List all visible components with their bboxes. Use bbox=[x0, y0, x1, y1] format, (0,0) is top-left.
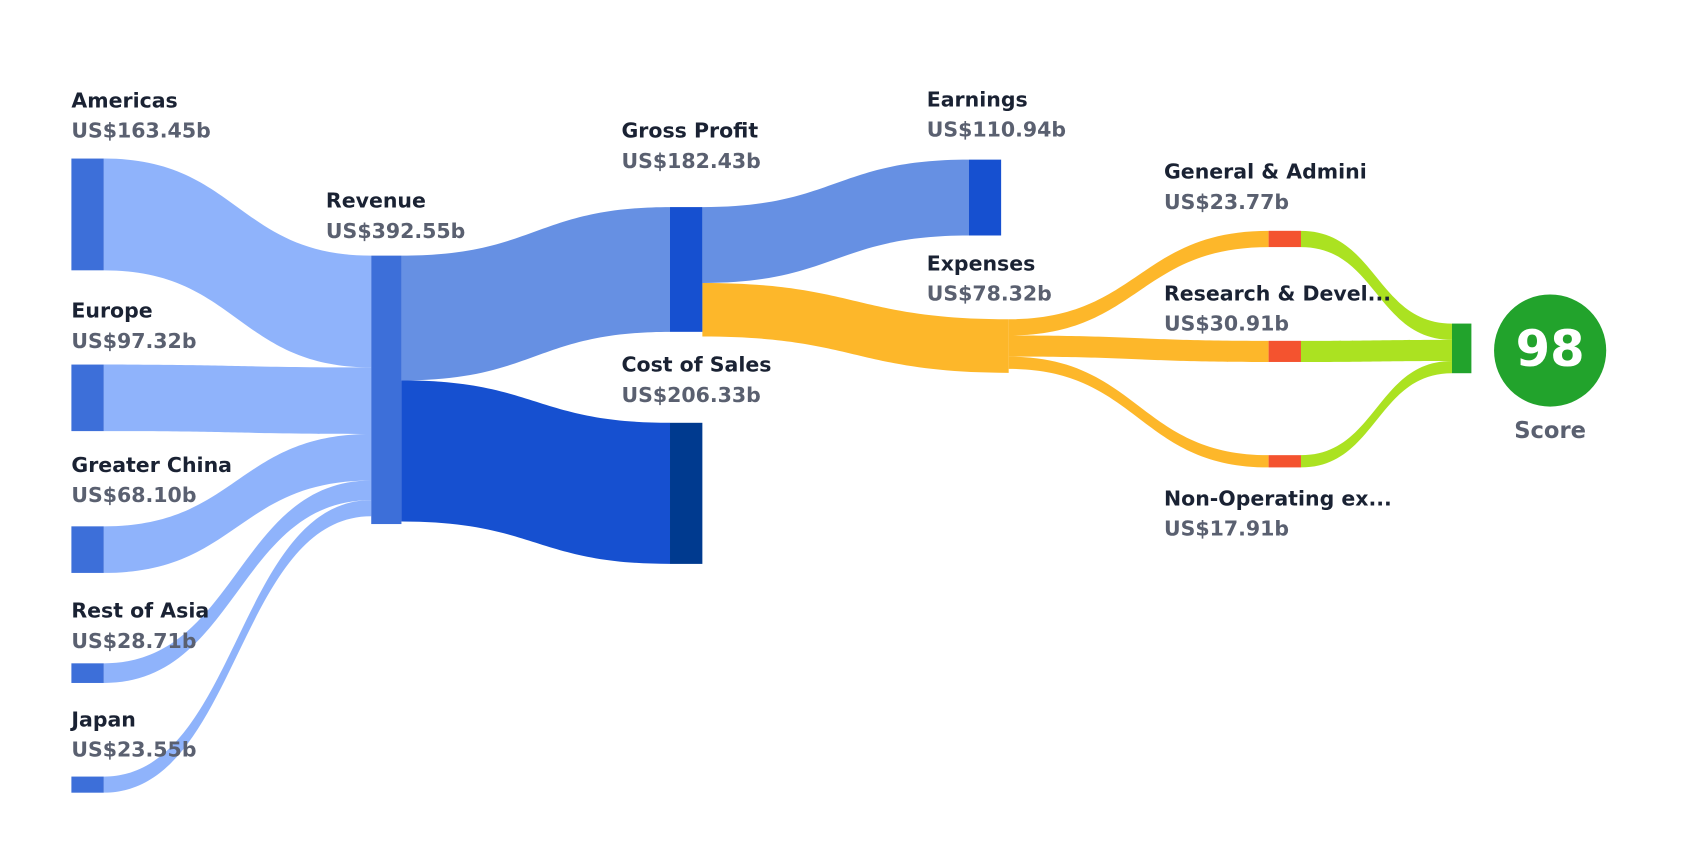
node-name: Americas bbox=[71, 88, 177, 112]
link bbox=[103, 480, 372, 683]
node-value: US$110.94b bbox=[927, 118, 1066, 142]
node-bar bbox=[1268, 340, 1301, 362]
link bbox=[103, 500, 372, 793]
node-name: Europe bbox=[71, 299, 152, 323]
node-bar bbox=[1268, 230, 1301, 248]
link bbox=[702, 282, 1009, 373]
link bbox=[103, 364, 372, 434]
node-value: US$28.71b bbox=[71, 629, 196, 653]
node-value: US$206.33b bbox=[621, 383, 760, 407]
link bbox=[1008, 356, 1269, 468]
link bbox=[401, 207, 671, 381]
node-value: US$23.55b bbox=[71, 738, 196, 762]
node-name: General & Admini bbox=[1164, 160, 1367, 184]
node-value: US$97.32b bbox=[71, 329, 196, 353]
node-name: Earnings bbox=[927, 87, 1028, 111]
node-name: Greater China bbox=[71, 453, 232, 477]
node-value: US$78.32b bbox=[927, 281, 1052, 305]
link bbox=[103, 158, 372, 368]
link bbox=[702, 159, 969, 283]
link bbox=[1300, 360, 1452, 468]
link bbox=[401, 380, 671, 564]
node-bar bbox=[670, 207, 703, 332]
node-bar bbox=[1268, 455, 1301, 468]
score-bar bbox=[1451, 323, 1472, 374]
node-bar bbox=[371, 255, 402, 525]
node-bar bbox=[968, 159, 1002, 236]
node-name: Gross Profit bbox=[621, 119, 758, 143]
node-value: US$68.10b bbox=[71, 483, 196, 507]
link bbox=[103, 433, 372, 573]
node-bar bbox=[71, 776, 104, 793]
links bbox=[103, 158, 1452, 793]
node-value: US$182.43b bbox=[621, 149, 760, 173]
node-bar bbox=[71, 526, 104, 573]
node-name: Expenses bbox=[927, 251, 1036, 275]
node-bar bbox=[71, 663, 104, 683]
node-name: Non-Operating ex... bbox=[1164, 486, 1392, 510]
node-name: Revenue bbox=[326, 189, 426, 213]
node-value: US$17.91b bbox=[1164, 517, 1289, 541]
node-name: Cost of Sales bbox=[621, 353, 771, 377]
link bbox=[1008, 230, 1269, 336]
node-value: US$392.55b bbox=[326, 219, 465, 243]
node-value: US$30.91b bbox=[1164, 312, 1289, 336]
node-bar bbox=[71, 158, 104, 271]
node-value: US$163.45b bbox=[71, 119, 210, 143]
node-name: Rest of Asia bbox=[71, 599, 209, 623]
score-badge bbox=[1494, 294, 1607, 407]
link bbox=[1300, 339, 1452, 362]
node-bar bbox=[670, 422, 703, 564]
score-value: 98 bbox=[1516, 320, 1585, 378]
node-name: Research & Devel... bbox=[1164, 281, 1391, 305]
link bbox=[1300, 230, 1452, 340]
node-value: US$23.77b bbox=[1164, 190, 1289, 214]
node-bar bbox=[71, 364, 104, 432]
link bbox=[1008, 335, 1269, 362]
score-label: Score bbox=[1514, 418, 1586, 444]
node-name: Japan bbox=[69, 707, 136, 731]
